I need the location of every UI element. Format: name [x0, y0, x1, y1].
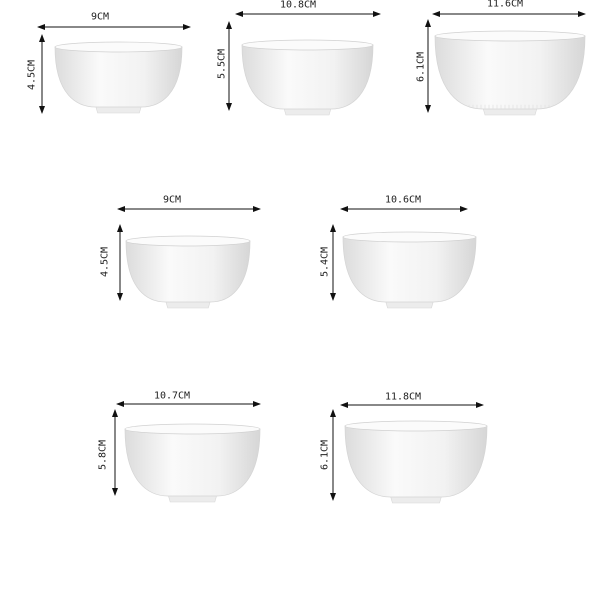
- width-label: 10.8CM: [279, 0, 317, 11]
- height-label: 5.5CM: [216, 48, 228, 80]
- width-label: 10.7CM: [153, 390, 191, 402]
- bowl-body: [124, 428, 261, 497]
- bowl-rim: [124, 423, 261, 435]
- bowl-body: [54, 46, 183, 108]
- width-label: 11.6CM: [486, 0, 524, 10]
- height-label: 5.8CM: [97, 439, 109, 471]
- width-label: 9CM: [90, 11, 110, 23]
- width-label: 11.8CM: [384, 391, 422, 403]
- bowl-rim: [342, 231, 477, 243]
- height-label: 4.5CM: [99, 246, 111, 278]
- height-label: 6.1CM: [415, 51, 427, 83]
- bowl-rim: [241, 39, 374, 51]
- height-label: 6.1CM: [319, 439, 331, 471]
- bowl-rim: [344, 420, 488, 432]
- bowl-body: [344, 425, 488, 498]
- height-label: 4.5CM: [26, 59, 38, 91]
- bowl-body: [125, 240, 251, 303]
- bowl-rim: [125, 235, 251, 247]
- bowl-body: [241, 44, 374, 110]
- bowl-body: [342, 236, 477, 303]
- width-label: 9CM: [162, 194, 182, 206]
- bowl-rim: [54, 41, 183, 53]
- width-label: 10.6CM: [384, 194, 422, 206]
- height-label: 5.4CM: [319, 246, 331, 278]
- bowl-rim: [434, 30, 586, 42]
- bowl-body: [434, 35, 586, 110]
